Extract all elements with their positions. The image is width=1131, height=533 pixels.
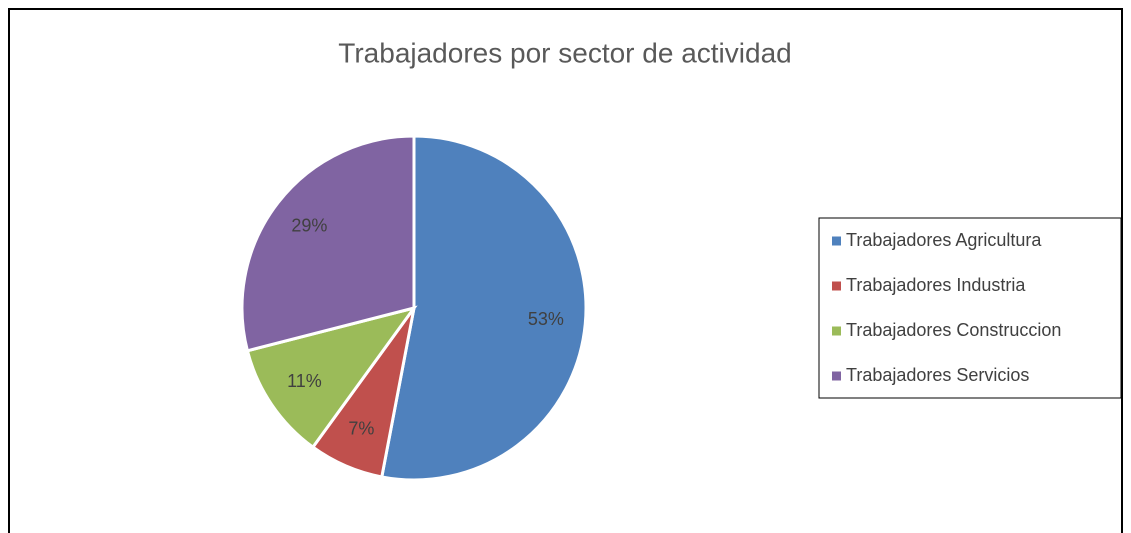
legend-label: Trabajadores Industria (846, 275, 1026, 295)
legend-swatch (832, 326, 841, 336)
legend-label: Trabajadores Construccion (846, 320, 1061, 340)
pie-slice (245, 305, 418, 450)
legend-label: Trabajadores Agricultura (846, 230, 1042, 250)
data-label: 7% (348, 418, 374, 438)
chart-title: Trabajadores por sector de actividad (338, 37, 791, 68)
legend-box (818, 217, 1122, 399)
pie-slice (380, 134, 588, 482)
legend-swatch (832, 236, 841, 246)
legend-swatch (832, 281, 841, 291)
data-label: 11% (287, 371, 322, 391)
data-label: 29% (291, 216, 327, 236)
legend-swatch (832, 371, 841, 381)
pie-slice (240, 134, 416, 353)
data-label: 53% (528, 309, 564, 329)
legend-label: Trabajadores Servicios (846, 365, 1029, 385)
